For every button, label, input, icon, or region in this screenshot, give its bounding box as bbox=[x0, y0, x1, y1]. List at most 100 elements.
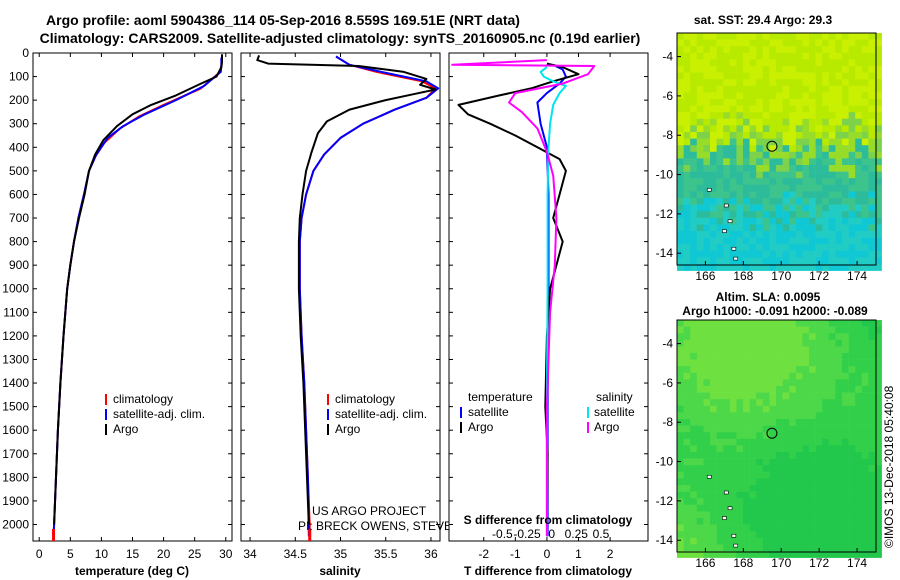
heatmap-cell bbox=[822, 138, 830, 146]
heatmap-cell bbox=[703, 178, 711, 186]
heatmap-cell bbox=[736, 386, 744, 393]
difference-top-xlabel: S difference from climatology bbox=[464, 513, 633, 527]
heatmap-cell bbox=[749, 158, 757, 166]
heatmap-cell bbox=[809, 178, 816, 186]
heatmap-cell bbox=[743, 257, 750, 265]
heatmap-cell bbox=[736, 452, 744, 459]
heatmap-cell bbox=[756, 112, 764, 120]
heatmap-cell bbox=[842, 145, 849, 153]
heatmap-cell bbox=[809, 438, 816, 446]
legend-swatch bbox=[587, 422, 589, 433]
heatmap-cell bbox=[703, 132, 711, 139]
heatmap-cell bbox=[696, 33, 704, 40]
heatmap-cell bbox=[861, 257, 869, 265]
heatmap-cell bbox=[782, 425, 790, 433]
heatmap-cell bbox=[848, 366, 856, 374]
heatmap-cell bbox=[729, 165, 737, 172]
heatmap-cell bbox=[683, 79, 691, 87]
heatmap-cell bbox=[743, 465, 750, 473]
heatmap-cell bbox=[835, 231, 843, 238]
heatmap-cell bbox=[828, 471, 836, 479]
heatmap-cell bbox=[776, 92, 783, 100]
heatmap-cell bbox=[696, 165, 704, 172]
heatmap-cell bbox=[868, 33, 876, 40]
heatmap-cell bbox=[789, 425, 797, 433]
heatmap-cell bbox=[855, 551, 863, 558]
heatmap-cell bbox=[696, 419, 704, 426]
heatmap-cell bbox=[743, 359, 750, 367]
heatmap-cell bbox=[835, 191, 843, 199]
heatmap-cell bbox=[815, 359, 823, 367]
heatmap-cell bbox=[795, 39, 803, 47]
heatmap-cell bbox=[809, 478, 816, 486]
map-x-tick-label: 170 bbox=[771, 556, 791, 570]
heatmap-cell bbox=[868, 145, 876, 153]
depth-tick-label: 1700 bbox=[2, 447, 29, 461]
heatmap-cell bbox=[729, 132, 737, 139]
heatmap-cell bbox=[828, 145, 836, 153]
heatmap-cell bbox=[683, 399, 691, 407]
heatmap-cell bbox=[762, 471, 770, 479]
heatmap-cell bbox=[835, 99, 843, 106]
heatmap-cell bbox=[815, 66, 823, 73]
heatmap-cell bbox=[835, 66, 843, 73]
heatmap-cell bbox=[749, 125, 757, 133]
sla-map-panel: Altim. SLA: 0.0095 Argo h1000: -0.091 h2… bbox=[656, 290, 882, 570]
heatmap-cell bbox=[710, 171, 717, 179]
heatmap-cell bbox=[868, 198, 876, 205]
heatmap-cell bbox=[776, 458, 783, 466]
heatmap-cell bbox=[828, 72, 836, 80]
heatmap-cell bbox=[855, 118, 863, 126]
island-marker bbox=[723, 490, 729, 495]
heatmap-cell bbox=[769, 339, 777, 347]
heatmap-cell bbox=[789, 419, 797, 426]
heatmap-cell bbox=[749, 419, 757, 426]
heatmap-cell bbox=[848, 224, 856, 232]
heatmap-cell bbox=[703, 452, 711, 459]
heatmap-cell bbox=[809, 105, 816, 113]
heatmap-cell bbox=[855, 485, 863, 492]
heatmap-cell bbox=[868, 353, 876, 360]
heatmap-cell bbox=[716, 151, 724, 159]
heatmap-cell bbox=[842, 359, 849, 367]
heatmap-cell bbox=[683, 125, 691, 133]
heatmap-cell bbox=[789, 39, 797, 47]
heatmap-cell bbox=[749, 465, 757, 473]
heatmap-cell bbox=[842, 151, 849, 159]
heatmap-cell bbox=[729, 85, 737, 93]
heatmap-cell bbox=[703, 66, 711, 73]
heatmap-cell bbox=[789, 339, 797, 347]
heatmap-cell bbox=[795, 264, 803, 271]
heatmap-cell bbox=[736, 379, 744, 387]
heatmap-cell bbox=[795, 498, 803, 506]
heatmap-cell bbox=[710, 518, 717, 525]
heatmap-cell bbox=[835, 151, 843, 159]
heatmap-cell bbox=[690, 537, 698, 545]
heatmap-cell bbox=[815, 125, 823, 133]
heatmap-cell bbox=[749, 244, 757, 252]
heatmap-cell bbox=[815, 425, 823, 433]
heatmap-cell bbox=[743, 224, 750, 232]
heatmap-cell bbox=[690, 531, 698, 539]
heatmap-cell bbox=[723, 359, 731, 367]
heatmap-cell bbox=[828, 346, 836, 354]
heatmap-cell bbox=[696, 46, 704, 54]
heatmap-cell bbox=[749, 138, 757, 146]
depth-tick-label: 2000 bbox=[2, 517, 29, 531]
heatmap-cell bbox=[696, 491, 704, 499]
heatmap-cell bbox=[848, 244, 856, 252]
heatmap-cell bbox=[710, 379, 717, 387]
heatmap-cell bbox=[716, 66, 724, 73]
heatmap-cell bbox=[723, 326, 731, 334]
heatmap-cell bbox=[875, 33, 882, 40]
heatmap-cell bbox=[815, 445, 823, 453]
heatmap-cell bbox=[743, 184, 750, 192]
heatmap-cell bbox=[690, 145, 698, 153]
heatmap-cell bbox=[736, 399, 744, 407]
heatmap-cell bbox=[723, 79, 731, 87]
heatmap-cell bbox=[683, 217, 691, 225]
heatmap-cell bbox=[729, 432, 737, 440]
heatmap-cell bbox=[842, 399, 849, 407]
heatmap-cell bbox=[696, 412, 704, 420]
heatmap-cell bbox=[875, 59, 882, 67]
